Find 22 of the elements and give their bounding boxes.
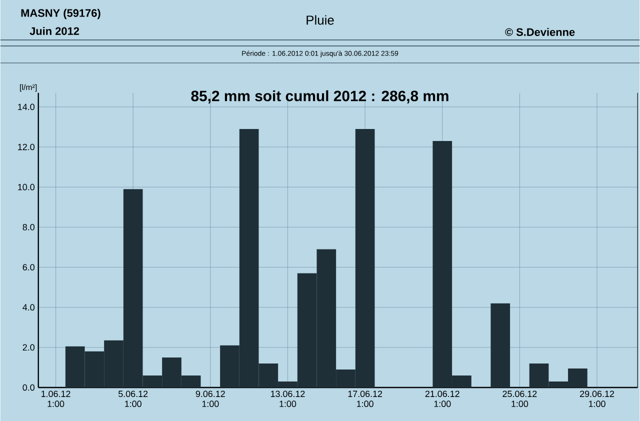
y-tick-label: 14.0 bbox=[18, 104, 34, 110]
y-tick-label: 12.0 bbox=[18, 144, 34, 150]
text: Juin 2012 bbox=[30, 26, 80, 35]
y-tick-label: 0.0 bbox=[22, 384, 34, 390]
y-tick-label: 2.0 bbox=[22, 344, 34, 350]
y-tick-label: 4.0 bbox=[22, 304, 34, 310]
x-tick-label: 13.06.12 1:00 bbox=[270, 390, 305, 407]
x-tick-label: 29.06.12 1:00 bbox=[580, 390, 614, 407]
x-tick-label: 9.06.12 1:00 bbox=[196, 390, 225, 407]
x-tick-label: 5.06.12 1:00 bbox=[118, 390, 148, 407]
text: © S.Devienne bbox=[505, 28, 575, 36]
x-tick-label: 17.06.12 1:00 bbox=[348, 390, 382, 407]
y-tick-label: 10.0 bbox=[18, 184, 34, 190]
bar bbox=[490, 303, 510, 388]
text: MASNY (59176) bbox=[21, 8, 100, 19]
annotation: 85,2 mm soit cumul 2012 : 286,8 mm bbox=[191, 90, 448, 104]
x-tick-label: 21.06.12 1:00 bbox=[425, 390, 460, 407]
y-tick-label: 6.0 bbox=[22, 264, 34, 270]
y-tick-label: 8.0 bbox=[22, 224, 34, 230]
chart-title: Pluie bbox=[306, 14, 334, 24]
x-tick-label: 1.06.12 1:00 bbox=[42, 390, 70, 407]
x-tick-label: 25.06.12 1:00 bbox=[502, 390, 537, 407]
